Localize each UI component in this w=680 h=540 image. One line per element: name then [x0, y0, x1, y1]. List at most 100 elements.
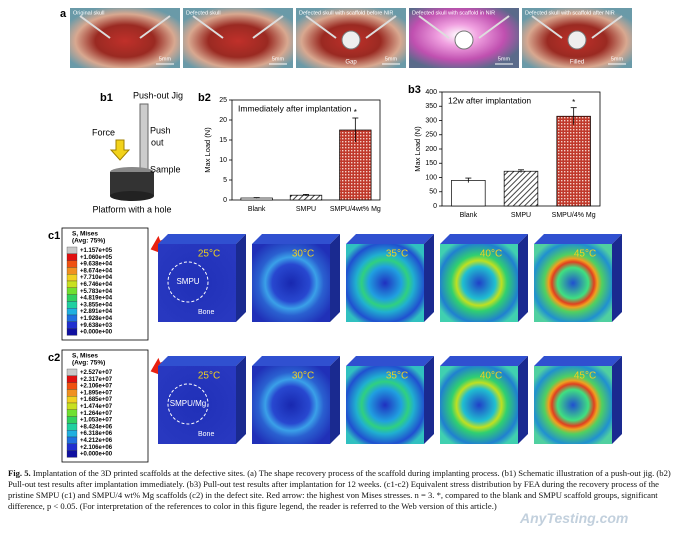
bar	[556, 115, 591, 207]
photo-title: Defected skull with scaffold after NIR	[525, 10, 615, 16]
scaffold	[341, 30, 361, 50]
temperature-label: 45°C	[574, 371, 596, 382]
photo-title: Original skull	[73, 10, 104, 16]
scale-bar-label: 5mm	[611, 56, 624, 62]
legend-swatch	[66, 382, 78, 390]
legend-value: +1.264e+07	[80, 411, 113, 417]
x-tick-label: SMPU/4% Mg	[552, 212, 596, 219]
panel-label: c1	[48, 230, 60, 242]
panel-label: b2	[198, 92, 211, 104]
legend-swatch	[66, 416, 78, 424]
cube-top	[158, 356, 246, 366]
photo-title: Defected skull	[186, 10, 221, 16]
legend-value: +2.527e+07	[80, 370, 113, 376]
cube-front	[346, 366, 424, 444]
platform-base	[110, 191, 154, 201]
y-tick-label: 25	[219, 97, 227, 104]
cube-front	[534, 366, 612, 444]
legend-swatch	[66, 301, 78, 309]
legend-swatch	[66, 450, 78, 458]
legend-value: +0.000e+00	[80, 330, 113, 336]
legend-value: +2.106e+06	[80, 445, 113, 451]
x-tick-label: SMPU	[511, 212, 531, 219]
legend-swatch	[66, 396, 78, 404]
cube-top	[440, 356, 528, 366]
cube-front	[252, 244, 330, 322]
legend-swatch	[66, 294, 78, 302]
legend-swatch	[66, 280, 78, 288]
figure: a Original skull 5mm Defected skull 5mm Defe…	[48, 8, 632, 463]
legend-value: +7.710e+04	[80, 275, 113, 281]
legend-swatch	[66, 267, 78, 275]
y-tick-label: 0	[223, 197, 227, 204]
temperature-label: 40°C	[480, 249, 502, 260]
photo	[183, 8, 293, 68]
photo-note: Filled	[570, 60, 584, 66]
clamp	[305, 15, 337, 39]
x-tick-label: Blank	[248, 206, 266, 213]
legend-value: +8.674e+04	[80, 268, 113, 274]
legend-avg: (Avg: 75%)	[72, 360, 105, 367]
clamp	[79, 15, 111, 39]
clamp	[478, 15, 510, 39]
scaffold-label: SMPU	[176, 277, 199, 286]
cube-top	[534, 356, 622, 366]
legend-value: +5.783e+04	[80, 289, 113, 295]
temperature-label: 35°C	[386, 249, 408, 260]
legend-swatch	[66, 308, 78, 316]
scale-bar-label: 5mm	[159, 56, 172, 62]
legend-value: +1.053e+07	[80, 418, 113, 424]
bone-label: Bone	[198, 431, 214, 438]
legend-value: +2.891e+04	[80, 309, 113, 315]
cube-front	[158, 366, 236, 444]
bone-label: Bone	[198, 309, 214, 316]
clamp	[418, 15, 450, 39]
temperature-label: 30°C	[292, 371, 314, 382]
bar	[503, 170, 539, 207]
cube-top	[346, 356, 434, 366]
caption-text: Implantation of the 3D printed scaffolds…	[8, 468, 671, 511]
y-axis-label: Max Load (N)	[203, 127, 212, 173]
panel-label: c2	[48, 352, 60, 364]
push-out-schematic: Push-out Jig Force Push out Sample Platf…	[92, 90, 183, 214]
panel-label: b3	[408, 84, 421, 96]
legend-swatch	[66, 436, 78, 444]
jig-rod	[139, 103, 149, 171]
cube-top	[158, 234, 246, 244]
legend-value: +1.474e+07	[80, 404, 113, 410]
y-tick-label: 150	[425, 160, 437, 167]
legend-value: +6.318e+06	[80, 431, 113, 437]
temperature-label: 35°C	[386, 371, 408, 382]
y-tick-label: 350	[425, 103, 437, 110]
clamp	[365, 15, 397, 39]
photo-strip: Original skull 5mm Defected skull 5mm Defect…	[70, 8, 632, 68]
legend-value: +1.060e+05	[80, 255, 113, 261]
watermark: AnyTesting.com	[520, 510, 629, 526]
sample-label: Sample	[150, 164, 181, 174]
cube-top	[534, 234, 622, 244]
temperature-label: 40°C	[480, 371, 502, 382]
cube-side	[330, 356, 340, 444]
legend-value: +9.638e+04	[80, 262, 113, 268]
legend-swatch	[66, 328, 78, 336]
y-tick-label: 200	[425, 146, 437, 153]
legend-value: +0.000e+00	[80, 452, 113, 458]
cube-side	[330, 234, 340, 322]
x-tick-label: SMPU/4wt% Mg	[330, 206, 381, 213]
clamp	[192, 15, 224, 39]
y-tick-label: 20	[219, 117, 227, 124]
legend-swatch	[66, 321, 78, 329]
temperature-label: 25°C	[198, 371, 220, 382]
cube-side	[236, 356, 246, 444]
bar	[451, 180, 486, 207]
out-label: out	[151, 137, 164, 147]
scale-bar-label: 5mm	[272, 56, 285, 62]
y-tick-label: 0	[433, 203, 437, 210]
scale-bar-label: 5mm	[385, 56, 398, 62]
legend-swatch	[66, 443, 78, 451]
photo-title: Defected skull with scaffold in NIR	[412, 10, 495, 16]
cube-front	[440, 244, 518, 322]
legend-value: +3.855e+04	[80, 302, 113, 308]
chart-title: Immediately after implantation	[238, 103, 352, 113]
legend-value: +1.157e+05	[80, 248, 113, 254]
